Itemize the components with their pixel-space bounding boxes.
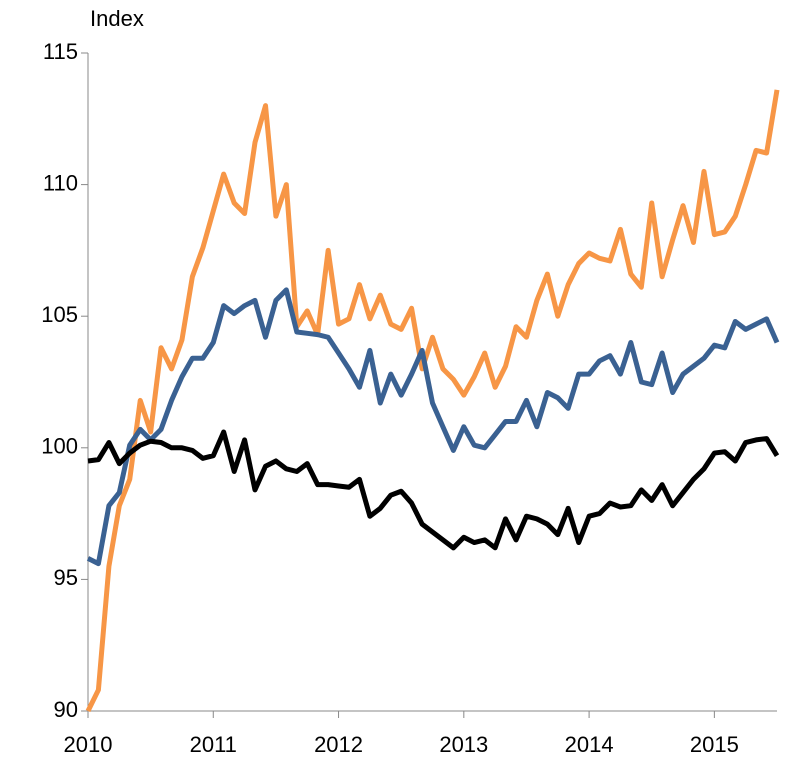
y-tick-label: 95: [54, 565, 78, 590]
series-line: [85, 89, 780, 713]
y-tick-label: 105: [41, 302, 78, 327]
x-tick-label: 2014: [565, 732, 614, 757]
x-tick-label: 2015: [690, 732, 739, 757]
x-tick-label: 2010: [64, 732, 113, 757]
x-tick-label: 2011: [190, 732, 237, 757]
y-tick-label: 100: [41, 434, 78, 459]
x-tick-label: 2013: [439, 732, 488, 757]
y-tick-label: 115: [43, 39, 78, 64]
y-axis-label: Index: [90, 6, 144, 31]
series-line: [86, 287, 780, 567]
y-tick-label: 110: [43, 170, 78, 195]
series-line: [87, 429, 780, 551]
y-tick-label: 90: [54, 697, 78, 722]
x-tick-label: 2012: [314, 732, 363, 757]
